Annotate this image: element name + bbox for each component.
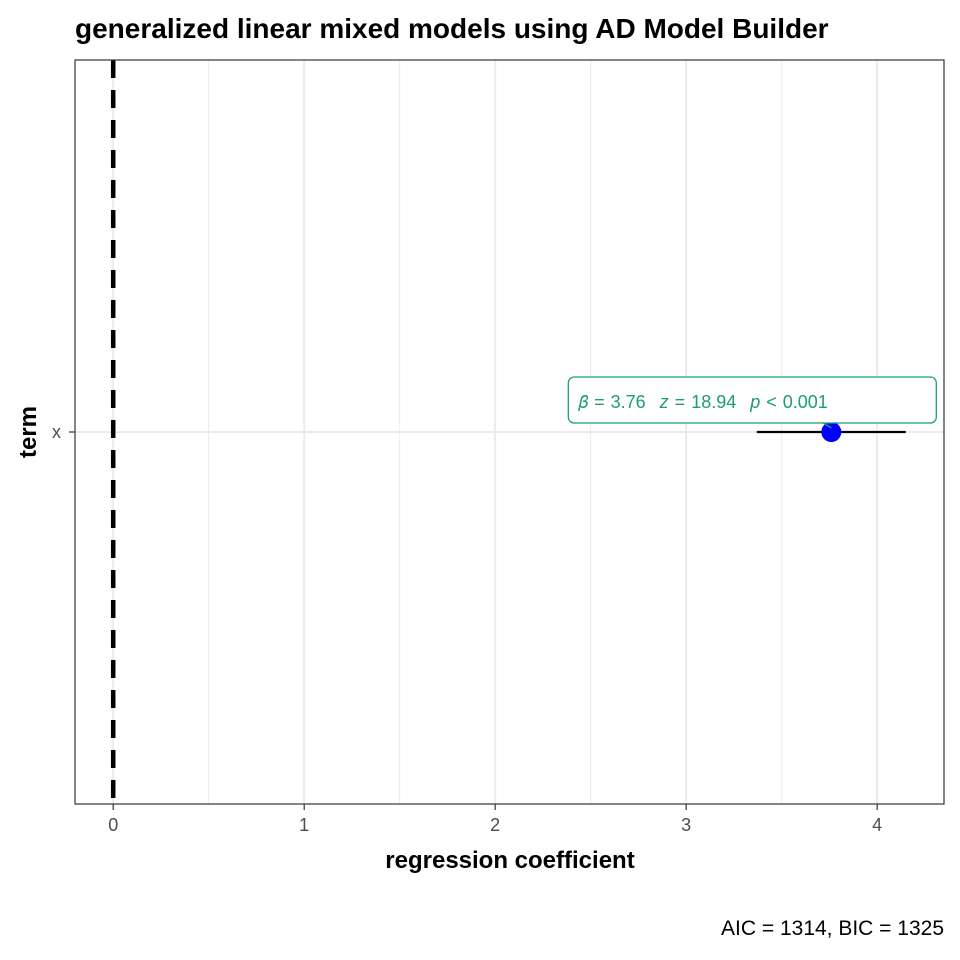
annotation-equals: = bbox=[594, 392, 605, 412]
x-tick-label: 0 bbox=[108, 815, 118, 835]
annotation-z-symbol: z bbox=[659, 392, 669, 412]
annotation-p-symbol: p bbox=[749, 392, 760, 412]
data-marks bbox=[756, 422, 906, 442]
annotation-box bbox=[567, 376, 937, 424]
annotation-estimate-symbol: 𝛽̂ bbox=[577, 392, 588, 412]
x-tick-label: 4 bbox=[872, 815, 882, 835]
chart-title: generalized linear mixed models using AD… bbox=[75, 13, 829, 44]
annotation-layer: 𝛽̂ = 3.76 z = 18.94 p <0.001 bbox=[567, 376, 937, 429]
annotation-less-than: < bbox=[766, 392, 777, 412]
annotation-label: 𝛽̂ = 3.76 z = 18.94 p <0.001 bbox=[577, 392, 828, 412]
annotation-estimate-value: 3.76 bbox=[611, 392, 646, 412]
point-x bbox=[821, 422, 842, 442]
x-tick-label: 1 bbox=[299, 815, 309, 835]
x-tick-label: 3 bbox=[681, 815, 691, 835]
x-axis-title: regression coefficient bbox=[385, 847, 634, 874]
y-axis: x bbox=[52, 422, 75, 442]
annotation-p-value: 0.001 bbox=[783, 392, 828, 412]
x-tick-label: 2 bbox=[490, 815, 500, 835]
y-axis-title: term bbox=[15, 406, 42, 458]
annotation-leader bbox=[822, 422, 832, 429]
annotation-z-value: 18.94 bbox=[691, 392, 736, 412]
x-axis: 0 1 2 3 4 bbox=[108, 804, 882, 835]
y-tick-label: x bbox=[52, 422, 61, 442]
annotation-equals: = bbox=[675, 392, 686, 412]
caption: AIC = 1314, BIC = 1325 bbox=[721, 917, 944, 940]
